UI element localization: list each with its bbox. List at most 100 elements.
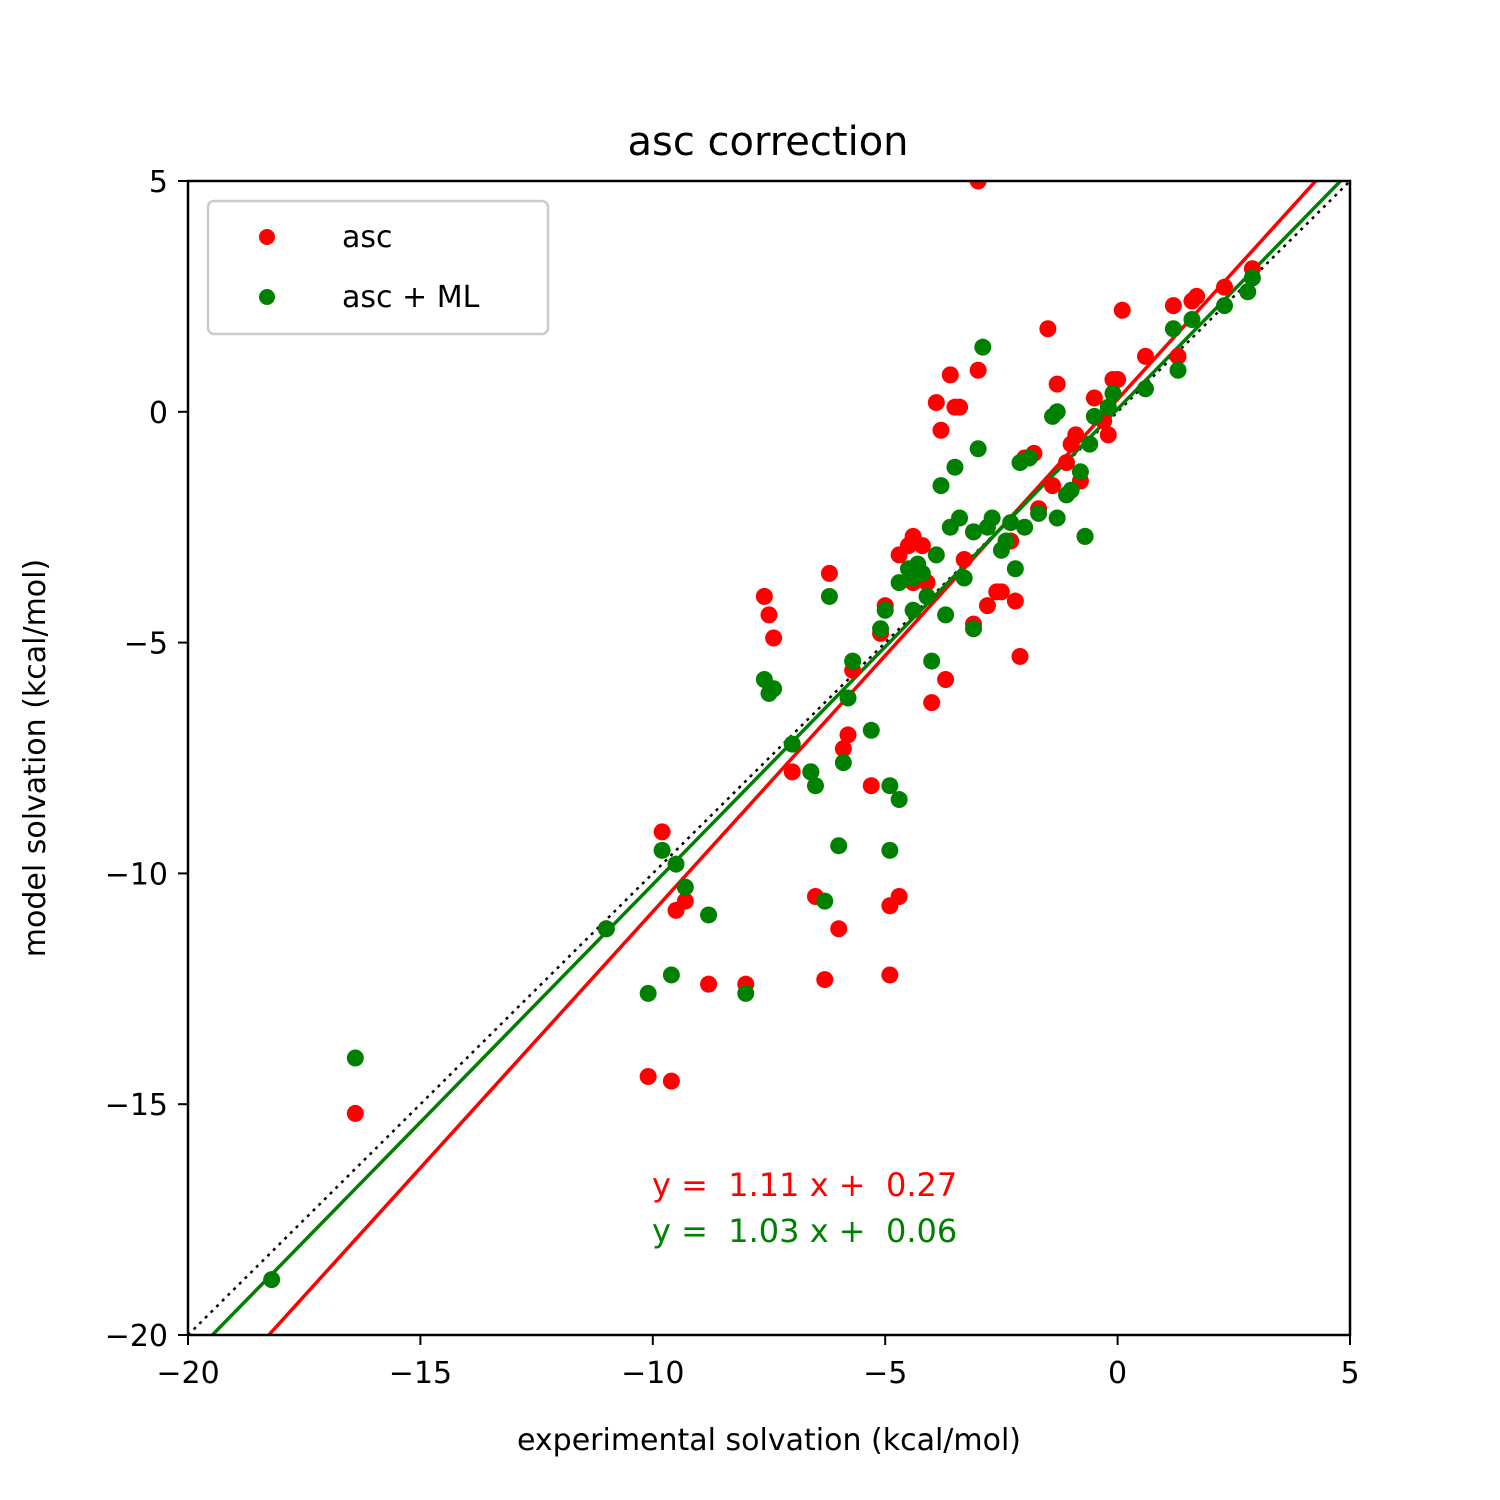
- point-asc-ml: [346, 1049, 364, 1067]
- point-asc: [676, 892, 694, 910]
- point-asc-ml: [881, 841, 899, 859]
- point-asc-ml: [997, 532, 1015, 550]
- point-asc-ml: [676, 878, 694, 896]
- point-asc: [662, 1072, 680, 1090]
- legend: asc asc + ML: [206, 199, 550, 336]
- point-asc-ml: [1104, 384, 1122, 402]
- point-asc-ml: [890, 574, 908, 592]
- point-asc: [820, 564, 838, 582]
- x-tick-label: −10: [621, 1356, 684, 1391]
- point-asc-ml: [904, 601, 922, 619]
- point-asc-ml: [1243, 269, 1261, 287]
- point-asc-ml: [737, 984, 755, 1002]
- point-asc-ml: [1239, 283, 1257, 301]
- point-asc-ml: [1048, 509, 1066, 527]
- point-asc: [923, 694, 941, 712]
- point-asc-ml: [700, 906, 718, 924]
- point-asc: [1113, 301, 1131, 319]
- point-asc-ml: [765, 680, 783, 698]
- y-axis: −20 −15 −10 −5 0 5: [105, 165, 188, 1354]
- x-tick-label: 0: [1108, 1356, 1127, 1391]
- point-asc: [1067, 426, 1085, 444]
- point-asc-ml: [1006, 560, 1024, 578]
- point-asc-ml: [653, 841, 671, 859]
- y-tick-label: 0: [149, 396, 168, 431]
- y-tick-label: −20: [105, 1319, 168, 1354]
- point-asc: [941, 366, 959, 384]
- point-asc: [1169, 347, 1187, 365]
- point-asc-ml: [806, 777, 824, 795]
- series-asc-ml: [263, 269, 1261, 1289]
- point-asc-ml: [844, 652, 862, 670]
- point-asc: [783, 763, 801, 781]
- point-asc: [1039, 320, 1057, 338]
- legend-marker-asc: [259, 229, 275, 245]
- point-asc-ml: [918, 587, 936, 605]
- point-asc-ml: [1183, 310, 1201, 328]
- point-asc-ml: [783, 735, 801, 753]
- point-asc-ml: [946, 458, 964, 476]
- point-asc: [834, 740, 852, 758]
- point-asc: [1099, 426, 1117, 444]
- point-asc: [1048, 375, 1066, 393]
- point-asc-ml: [1020, 449, 1038, 467]
- point-asc-ml: [913, 564, 931, 582]
- point-asc-ml: [667, 855, 685, 873]
- legend-label-asc-ml: asc + ML: [342, 280, 480, 315]
- point-asc-ml: [1136, 380, 1154, 398]
- point-asc: [1216, 278, 1234, 296]
- x-axis-label: experimental solvation (kcal/mol): [517, 1423, 1021, 1458]
- point-asc: [1011, 647, 1029, 665]
- x-tick-label: −20: [156, 1356, 219, 1391]
- point-asc: [653, 823, 671, 841]
- point-asc: [765, 629, 783, 647]
- x-tick-label: −15: [389, 1356, 452, 1391]
- point-asc: [1006, 592, 1024, 610]
- point-asc-ml: [1216, 297, 1234, 315]
- point-asc-ml: [597, 920, 615, 938]
- point-asc-ml: [955, 569, 973, 587]
- point-asc-ml: [1062, 481, 1080, 499]
- point-asc-ml: [830, 837, 848, 855]
- point-asc: [816, 971, 834, 989]
- identity-line: [188, 181, 1350, 1335]
- point-asc: [700, 975, 718, 993]
- y-tick-label: −15: [105, 1088, 168, 1123]
- x-tick-label: 5: [1340, 1356, 1359, 1391]
- point-asc: [992, 583, 1010, 601]
- point-asc-ml: [983, 509, 1001, 527]
- point-asc: [1057, 454, 1075, 472]
- point-asc: [1136, 347, 1154, 365]
- point-asc-ml: [1099, 398, 1117, 416]
- fit-equation-asc-ml: y = 1.03 x + 0.06: [652, 1212, 957, 1250]
- point-asc-ml: [876, 601, 894, 619]
- point-asc-ml: [1071, 463, 1089, 481]
- point-asc-ml: [969, 440, 987, 458]
- legend-box: [206, 199, 550, 336]
- point-asc-ml: [965, 620, 983, 638]
- point-asc-ml: [974, 338, 992, 356]
- fit-lines: [188, 181, 1350, 1335]
- point-asc-ml: [834, 754, 852, 772]
- point-asc-ml: [965, 523, 983, 541]
- point-asc: [890, 887, 908, 905]
- point-asc: [1109, 370, 1127, 388]
- data-points: [263, 181, 1261, 1289]
- point-asc: [969, 181, 987, 190]
- point-asc: [881, 966, 899, 984]
- point-asc-ml: [923, 652, 941, 670]
- point-asc: [951, 398, 969, 416]
- x-tick-label: −5: [863, 1356, 907, 1391]
- point-asc: [839, 726, 857, 744]
- chart-title: asc correction: [627, 119, 908, 165]
- y-tick-label: −10: [105, 857, 168, 892]
- point-asc-ml: [1016, 518, 1034, 536]
- point-asc-ml: [816, 892, 834, 910]
- x-axis: −20 −15 −10 −5 0 5: [156, 1335, 1360, 1391]
- y-tick-label: 5: [149, 165, 168, 200]
- point-asc-ml: [932, 477, 950, 495]
- point-asc: [927, 394, 945, 412]
- point-asc-ml: [862, 721, 880, 739]
- plot-frame: [186, 179, 1352, 1337]
